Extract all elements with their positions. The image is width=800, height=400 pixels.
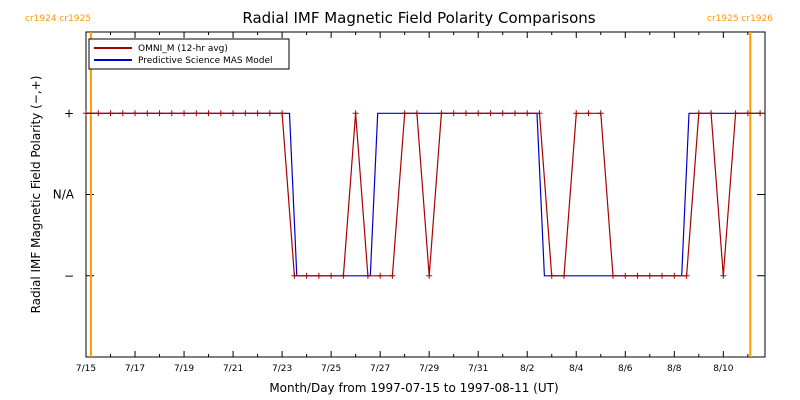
data-point <box>291 272 298 279</box>
x-tick-label: 8/2 <box>520 364 534 374</box>
data-point <box>487 110 494 117</box>
x-tick-label: 7/21 <box>223 364 243 374</box>
data-point <box>499 110 506 117</box>
data-point <box>622 272 629 279</box>
data-point <box>401 110 408 117</box>
y-tick-label: + <box>64 106 74 120</box>
legend-entry: OMNI_M (12-hr avg) <box>138 44 228 54</box>
data-point <box>585 110 592 117</box>
legend-box <box>88 38 290 70</box>
data-point <box>426 272 433 279</box>
data-point <box>524 110 531 117</box>
data-point <box>511 110 518 117</box>
data-point <box>720 272 727 279</box>
data-point <box>475 110 482 117</box>
data-point <box>352 110 359 117</box>
x-tick-label: 8/8 <box>667 364 682 374</box>
data-point <box>217 110 224 117</box>
data-point <box>266 110 273 117</box>
data-point <box>671 272 678 279</box>
data-point <box>389 272 396 279</box>
data-point <box>695 110 702 117</box>
data-point <box>757 110 764 117</box>
data-point <box>340 272 347 279</box>
data-point <box>462 110 469 117</box>
data-point <box>156 110 163 117</box>
x-tick-label: 7/29 <box>419 364 439 374</box>
y-axis-label: Radial IMF Magnetic Field Polarity (−,+) <box>29 76 43 314</box>
data-point <box>450 110 457 117</box>
data-point <box>205 110 212 117</box>
data-point <box>573 110 580 117</box>
y-tick-label: N/A <box>53 188 75 202</box>
carrington-markers: cr1924 cr1925 cr1925 cr1926 <box>25 14 773 357</box>
data-point <box>634 272 641 279</box>
data-point <box>646 272 653 279</box>
data-point <box>536 110 543 117</box>
y-axis-ticks: + N/A − <box>53 106 765 283</box>
data-point <box>413 110 420 117</box>
data-point <box>610 272 617 279</box>
data-point <box>315 272 322 279</box>
carrington-label: cr1924 cr1925 <box>25 14 91 24</box>
data-point <box>181 110 188 117</box>
data-point <box>364 272 371 279</box>
series-layer <box>83 110 764 279</box>
x-tick-label: 7/25 <box>321 364 341 374</box>
data-point <box>107 110 114 117</box>
data-point <box>242 110 249 117</box>
data-point <box>597 110 604 117</box>
data-point <box>708 110 715 117</box>
x-tick-label: 7/31 <box>468 364 488 374</box>
data-point <box>744 110 751 117</box>
data-point <box>193 110 200 117</box>
x-tick-label: 8/10 <box>713 364 733 374</box>
data-point <box>95 110 102 117</box>
series-line <box>86 112 761 277</box>
data-point <box>560 272 567 279</box>
x-tick-label: 7/17 <box>125 364 145 374</box>
plot-frame <box>85 31 766 358</box>
x-tick-label: 8/6 <box>618 364 633 374</box>
legend: OMNI_M (12-hr avg) Predictive Science MAS… <box>88 38 290 70</box>
data-point <box>279 110 286 117</box>
chart-title: Radial IMF Magnetic Field Polarity Compa… <box>242 9 595 27</box>
data-point <box>548 272 555 279</box>
data-point <box>377 272 384 279</box>
x-tick-label: 8/4 <box>569 364 584 374</box>
y-tick-label: − <box>64 269 74 283</box>
data-point <box>328 272 335 279</box>
data-point <box>303 272 310 279</box>
x-tick-label: 7/27 <box>370 364 390 374</box>
data-point <box>144 110 151 117</box>
data-point <box>438 110 445 117</box>
data-point <box>168 110 175 117</box>
data-point <box>132 110 139 117</box>
x-tick-label: 7/19 <box>174 364 194 374</box>
carrington-label: cr1925 cr1926 <box>707 14 773 24</box>
data-point <box>659 272 666 279</box>
x-tick-label: 7/15 <box>76 364 96 374</box>
data-point <box>683 272 690 279</box>
legend-entry: Predictive Science MAS Model <box>138 56 273 66</box>
x-axis-label: Month/Day from 1997-07-15 to 1997-08-11 … <box>269 381 558 395</box>
data-point <box>732 110 739 117</box>
data-point <box>230 110 237 117</box>
data-point <box>254 110 261 117</box>
data-point <box>119 110 126 117</box>
x-axis-ticks: 7/15 7/17 7/19 7/21 7/23 7/25 7/27 7/29 7/31 8/2 8… <box>76 32 749 374</box>
data-point <box>83 110 89 117</box>
x-tick-label: 7/23 <box>272 364 292 374</box>
